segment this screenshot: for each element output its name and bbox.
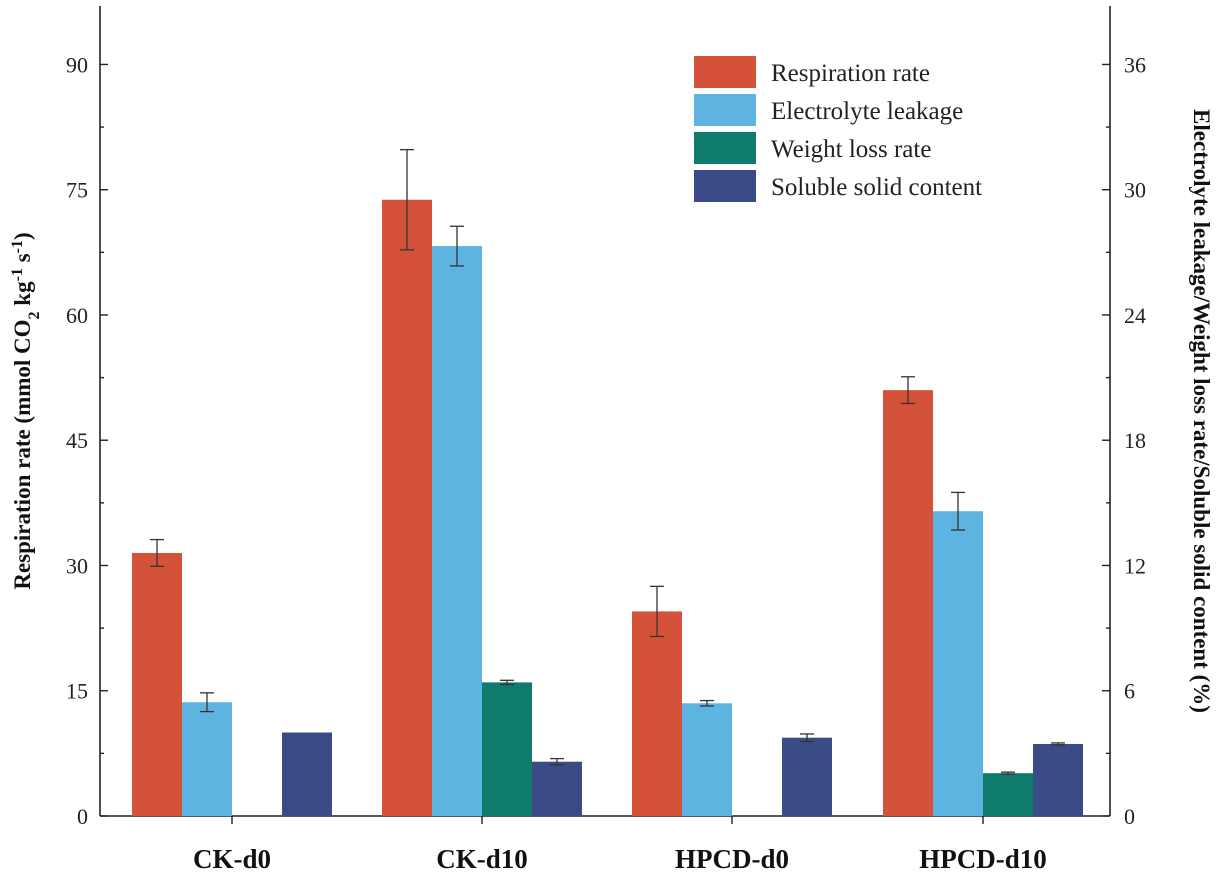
left-axis-title-part: Respiration rate (mmol CO xyxy=(10,319,35,589)
left-axis-title-part: s xyxy=(10,253,35,268)
right-tick-label: 12 xyxy=(1124,553,1146,578)
category-label: HPCD-d10 xyxy=(919,844,1047,873)
bars xyxy=(132,148,1083,817)
left-axis-title-part: -1 xyxy=(9,240,26,253)
right-tick-label: 30 xyxy=(1124,178,1146,203)
right-tick-label: 0 xyxy=(1124,804,1135,829)
left-tick-label: 90 xyxy=(66,52,88,77)
left-axis-title-part: kg xyxy=(10,281,35,312)
legend: Respiration rate Electrolyte leakage Weigh… xyxy=(694,56,982,202)
legend-swatch xyxy=(694,132,756,164)
bar xyxy=(682,703,732,816)
category-label: HPCD-d0 xyxy=(675,844,789,873)
axes: 0 15 30 45 60 75 90 0 6 12 18 24 30 36 CK-d0 CK-d10 HPCD… xyxy=(66,6,1146,873)
bar xyxy=(883,390,933,816)
left-tick-label: 75 xyxy=(66,178,88,203)
bar xyxy=(132,552,182,816)
bar xyxy=(182,702,232,816)
left-axis-title-part: ) xyxy=(10,232,35,240)
left-axis-title-part: 2 xyxy=(26,311,43,319)
bar xyxy=(782,737,832,816)
left-tick-label: 30 xyxy=(66,553,88,578)
bar xyxy=(632,611,682,816)
right-tick-label: 6 xyxy=(1124,679,1135,704)
bar xyxy=(282,732,332,816)
legend-label: Weight loss rate xyxy=(771,136,931,163)
legend-label: Soluble solid content xyxy=(771,174,982,201)
bar xyxy=(382,199,432,817)
legend-swatch xyxy=(694,170,756,202)
left-tick-label: 45 xyxy=(66,428,88,453)
bar xyxy=(482,682,532,816)
left-tick-label: 60 xyxy=(66,303,88,328)
right-tick-label: 24 xyxy=(1124,303,1146,328)
right-tick-label: 18 xyxy=(1124,428,1146,453)
legend-swatch xyxy=(694,56,756,88)
legend-label: Electrolyte leakage xyxy=(771,98,963,125)
left-tick-label: 15 xyxy=(66,679,88,704)
left-axis-title-part: -1 xyxy=(9,268,26,281)
left-tick-label: 0 xyxy=(77,804,88,829)
bar xyxy=(983,773,1033,816)
left-axis-title: Respiration rate (mmol CO2 kg-1 s-1) xyxy=(9,232,43,589)
bar xyxy=(532,761,582,816)
legend-swatch xyxy=(694,94,756,126)
legend-label: Respiration rate xyxy=(771,60,930,87)
category-label: CK-d10 xyxy=(436,844,528,873)
right-axis-title: Electrolyte leakage/Weight loss rate/Sol… xyxy=(1189,109,1214,713)
category-label: CK-d0 xyxy=(193,844,271,873)
right-tick-label: 36 xyxy=(1124,52,1146,77)
bar xyxy=(1033,743,1083,816)
bar xyxy=(432,246,482,816)
bar xyxy=(933,511,983,816)
